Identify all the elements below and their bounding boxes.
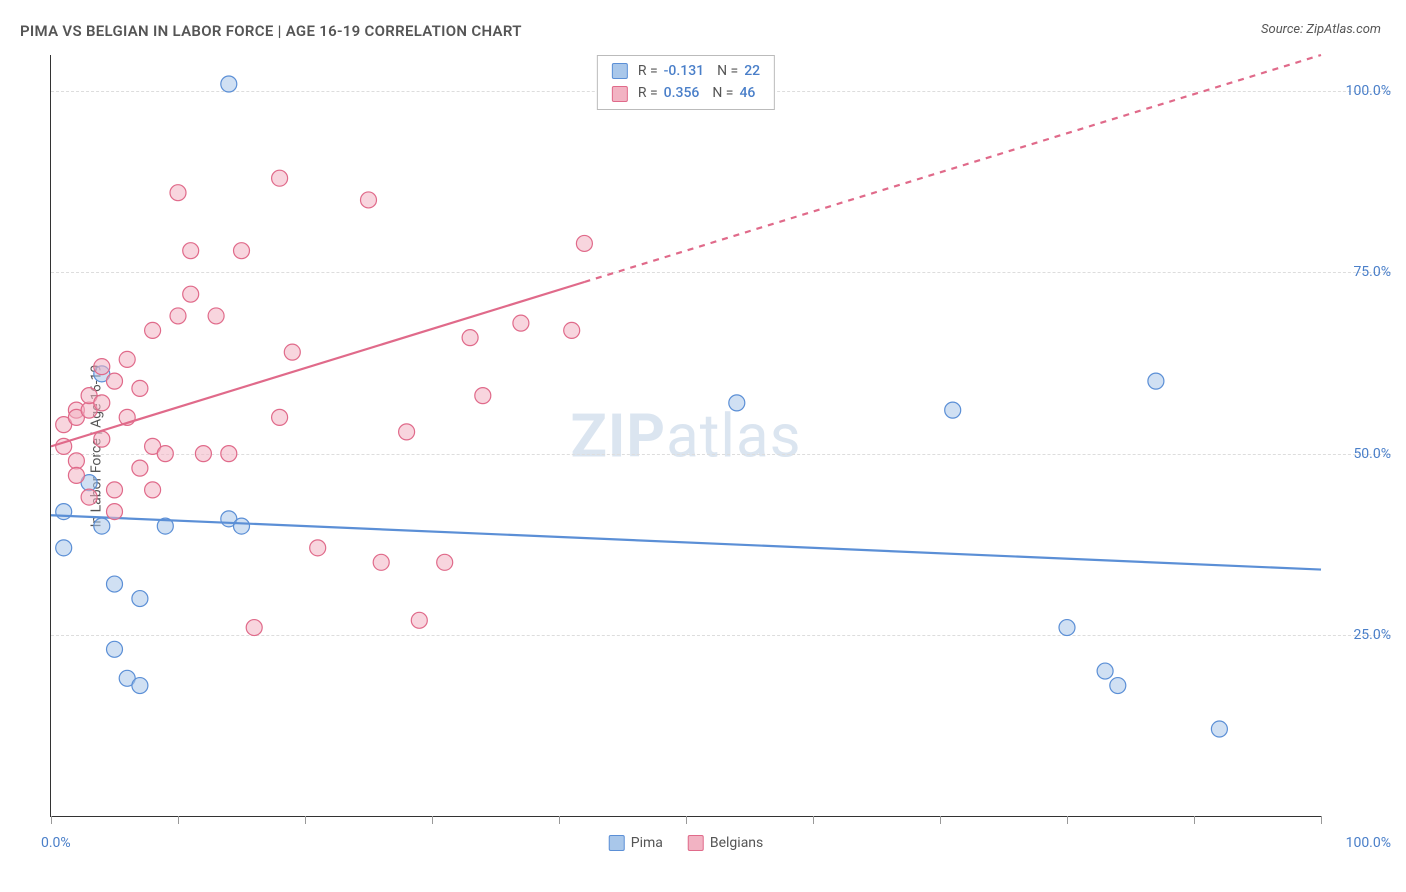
stats-row-pima: R = -0.131 N = 22 — [612, 60, 760, 82]
stats-n-pima: 22 — [744, 60, 760, 82]
scatter-point — [564, 322, 580, 338]
x-tick — [178, 816, 179, 824]
stats-swatch-belgians — [612, 86, 628, 102]
scatter-point — [107, 373, 123, 389]
scatter-point — [576, 235, 592, 251]
scatter-point — [170, 308, 186, 324]
scatter-point — [1059, 620, 1075, 636]
scatter-point — [94, 395, 110, 411]
source-attribution: Source: ZipAtlas.com — [1261, 22, 1381, 37]
x-tick — [305, 816, 306, 824]
scatter-point — [56, 540, 72, 556]
stats-label-n: N = — [705, 82, 733, 104]
scatter-point — [183, 286, 199, 302]
scatter-point — [272, 409, 288, 425]
stats-label-r: R = — [638, 60, 658, 82]
scatter-point — [1097, 663, 1113, 679]
scatter-point — [94, 359, 110, 375]
x-tick — [1321, 816, 1322, 824]
legend-item-pima: Pima — [609, 835, 663, 851]
scatter-point — [107, 641, 123, 657]
scatter-point — [68, 453, 84, 469]
scatter-point — [1211, 721, 1227, 737]
x-axis-min-label: 0.0% — [41, 835, 71, 851]
legend-label-belgians: Belgians — [710, 835, 763, 851]
x-tick — [1067, 816, 1068, 824]
plot-area: ZIPatlas 25.0%50.0%75.0%100.0% R = -0.13… — [50, 55, 1321, 817]
legend-item-belgians: Belgians — [688, 835, 763, 851]
scatter-point — [81, 489, 97, 505]
scatter-point — [246, 620, 262, 636]
x-tick — [559, 816, 560, 824]
stats-row-belgians: R = 0.356 N = 46 — [612, 82, 760, 104]
scatter-point — [272, 170, 288, 186]
scatter-point — [221, 446, 237, 462]
scatter-point — [132, 678, 148, 694]
scatter-point — [234, 243, 250, 259]
scatter-point — [373, 554, 389, 570]
chart-title: PIMA VS BELGIAN IN LABOR FORCE | AGE 16-… — [20, 22, 522, 40]
legend-swatch-pima — [609, 835, 625, 851]
scatter-point — [107, 482, 123, 498]
scatter-point — [221, 76, 237, 92]
y-tick-label: 75.0% — [1353, 264, 1391, 280]
scatter-point — [145, 322, 161, 338]
scatter-point — [94, 518, 110, 534]
scatter-point — [56, 504, 72, 520]
scatter-point — [1148, 373, 1164, 389]
stats-label-n: N = — [710, 60, 738, 82]
x-tick — [813, 816, 814, 824]
scatter-point — [183, 243, 199, 259]
x-tick — [940, 816, 941, 824]
scatter-point — [729, 395, 745, 411]
y-tick-label: 100.0% — [1346, 83, 1391, 99]
scatter-point — [945, 402, 961, 418]
legend-label-pima: Pima — [631, 835, 663, 851]
x-tick — [432, 816, 433, 824]
scatter-point — [157, 446, 173, 462]
x-tick — [686, 816, 687, 824]
scatter-point — [107, 504, 123, 520]
scatter-point — [107, 576, 123, 592]
legend-swatch-belgians — [688, 835, 704, 851]
scatter-point — [170, 185, 186, 201]
stats-swatch-pima — [612, 63, 628, 79]
scatter-point — [132, 460, 148, 476]
stats-r-belgians: 0.356 — [664, 82, 700, 104]
scatter-point — [411, 612, 427, 628]
stats-n-belgians: 46 — [739, 82, 755, 104]
trend-line — [51, 515, 1321, 569]
scatter-point — [195, 446, 211, 462]
scatter-point — [1110, 678, 1126, 694]
x-tick — [1194, 816, 1195, 824]
scatter-point — [475, 388, 491, 404]
scatter-point — [68, 467, 84, 483]
stats-r-pima: -0.131 — [664, 60, 704, 82]
scatter-point — [462, 330, 478, 346]
scatter-point — [361, 192, 377, 208]
scatter-point — [437, 554, 453, 570]
stats-label-r: R = — [638, 82, 658, 104]
scatter-point — [132, 380, 148, 396]
x-axis-max-label: 100.0% — [1346, 835, 1391, 851]
scatter-point — [513, 315, 529, 331]
scatter-point — [310, 540, 326, 556]
chart-container: PIMA VS BELGIAN IN LABOR FORCE | AGE 16-… — [0, 0, 1406, 892]
scatter-point — [284, 344, 300, 360]
scatter-point — [234, 518, 250, 534]
legend: Pima Belgians — [609, 835, 764, 851]
scatter-point — [208, 308, 224, 324]
scatter-point — [399, 424, 415, 440]
x-tick — [51, 816, 52, 824]
scatter-point — [145, 482, 161, 498]
scatter-point — [132, 591, 148, 607]
plot-svg — [51, 55, 1321, 816]
stats-box: R = -0.131 N = 22 R = 0.356 N = 46 — [597, 55, 775, 110]
y-tick-label: 25.0% — [1353, 627, 1391, 643]
scatter-point — [119, 351, 135, 367]
y-tick-label: 50.0% — [1353, 446, 1391, 462]
